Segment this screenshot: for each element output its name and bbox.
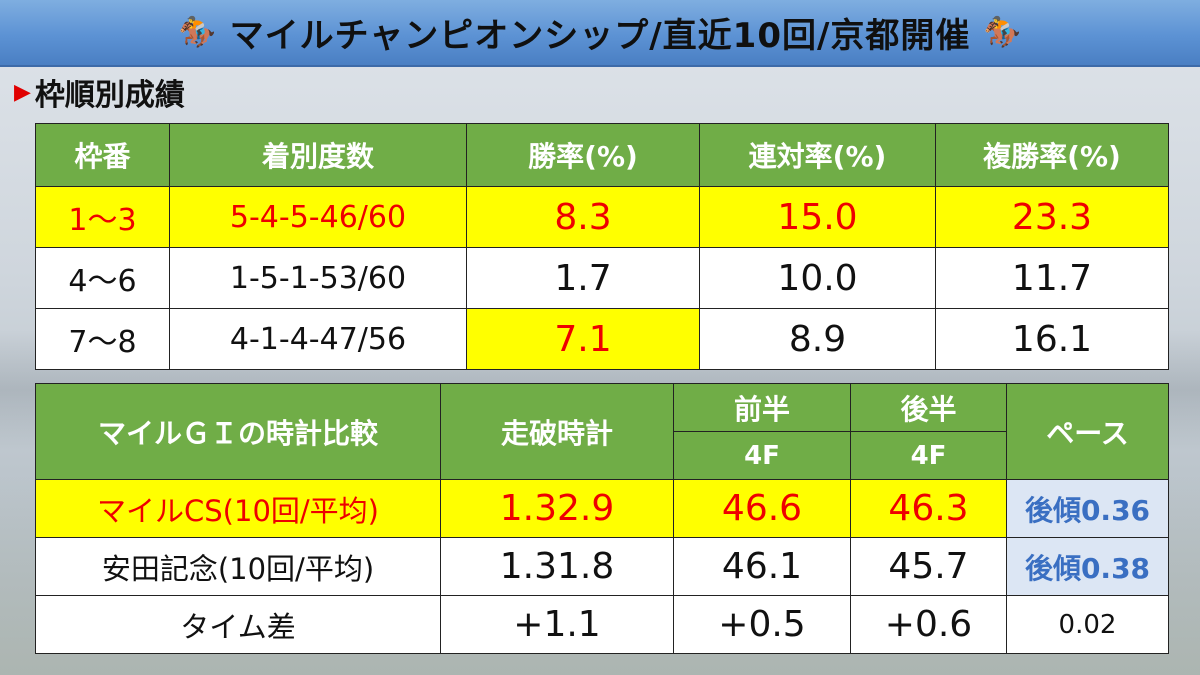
header-place-rate: 複勝率(%) [935,123,1169,187]
win-rate-cell: 8.3 [466,186,700,248]
table-row: 7～8 4-1-4-47/56 7.1 8.9 16.1 [35,308,1169,370]
place-rate-cell: 16.1 [935,308,1169,370]
triangle-marker-icon: ▶ [14,79,31,105]
horse-racing-icon: 🏇 [178,14,217,50]
race-label-cell: 安田記念(10回/平均) [35,537,441,596]
mile-g1-time-comparison-table: マイルＧＩの時計比較 走破時計 前半 後半 ペース 4F 4F マイルCS(10… [35,383,1169,654]
horse-racing-icon: 🏇 [983,14,1022,50]
header-race-time: 走破時計 [440,383,674,480]
first-half-cell: 46.1 [673,537,851,596]
header-win-rate: 勝率(%) [466,123,700,187]
header-second-half-4f: 4F [850,431,1007,480]
quinella-rate-cell: 8.9 [699,308,936,370]
header-first-half: 前半 [673,383,851,432]
first-half-cell: 46.6 [673,479,851,538]
header-record: 着別度数 [169,123,467,187]
second-half-cell: +0.6 [850,595,1007,654]
place-rate-cell: 23.3 [935,186,1169,248]
table-row: マイルCS(10回/平均) 1.32.9 46.6 46.3 後傾0.36 [35,479,1169,538]
header-comparison: マイルＧＩの時計比較 [35,383,441,480]
header-second-half: 後半 [850,383,1007,432]
section-title: 枠順別成績 [34,78,185,113]
race-time-cell: 1.31.8 [440,537,674,596]
table-header-row: マイルＧＩの時計比較 走破時計 前半 後半 ペース [35,383,1169,480]
frame-cell: 7～8 [35,308,170,370]
table-header-row: 枠番 着別度数 勝率(%) 連対率(%) 複勝率(%) [35,123,1169,187]
place-rate-cell: 11.7 [935,247,1169,309]
section-heading: ▶ 枠順別成績 [14,72,185,113]
frame-cell: 1～3 [35,186,170,248]
frame-results-table: 枠番 着別度数 勝率(%) 連対率(%) 複勝率(%) 1～3 5-4-5-46… [35,123,1169,370]
first-half-cell: +0.5 [673,595,851,654]
title-bar: 🏇 マイルチャンピオンシップ/直近10回/京都開催 🏇 [0,0,1200,67]
table-row: タイム差 +1.1 +0.5 +0.6 0.02 [35,595,1169,654]
table-row: 安田記念(10回/平均) 1.31.8 46.1 45.7 後傾0.38 [35,537,1169,596]
record-cell: 4-1-4-47/56 [169,308,467,370]
quinella-rate-cell: 15.0 [699,186,936,248]
table-subheader-row: 4F 4F [36,431,1169,480]
header-pace: ペース [1006,383,1169,480]
record-cell: 5-4-5-46/60 [169,186,467,248]
race-label-cell: マイルCS(10回/平均) [35,479,441,538]
second-half-cell: 45.7 [850,537,1007,596]
quinella-rate-cell: 10.0 [699,247,936,309]
race-time-cell: +1.1 [440,595,674,654]
header-quinella-rate: 連対率(%) [699,123,936,187]
pace-cell: 後傾0.38 [1006,537,1169,596]
pace-cell: 0.02 [1006,595,1169,654]
table-row: 1～3 5-4-5-46/60 8.3 15.0 23.3 [35,186,1169,248]
win-rate-cell: 1.7 [466,247,700,309]
race-time-cell: 1.32.9 [440,479,674,538]
frame-cell: 4～6 [35,247,170,309]
page-title: マイルチャンピオンシップ/直近10回/京都開催 [229,16,971,56]
pace-cell: 後傾0.36 [1006,479,1169,538]
record-cell: 1-5-1-53/60 [169,247,467,309]
win-rate-cell: 7.1 [466,308,700,370]
header-first-half-4f: 4F [673,431,851,480]
table-row: 4～6 1-5-1-53/60 1.7 10.0 11.7 [35,247,1169,309]
second-half-cell: 46.3 [850,479,1007,538]
race-label-cell: タイム差 [35,595,441,654]
header-frame: 枠番 [35,123,170,187]
